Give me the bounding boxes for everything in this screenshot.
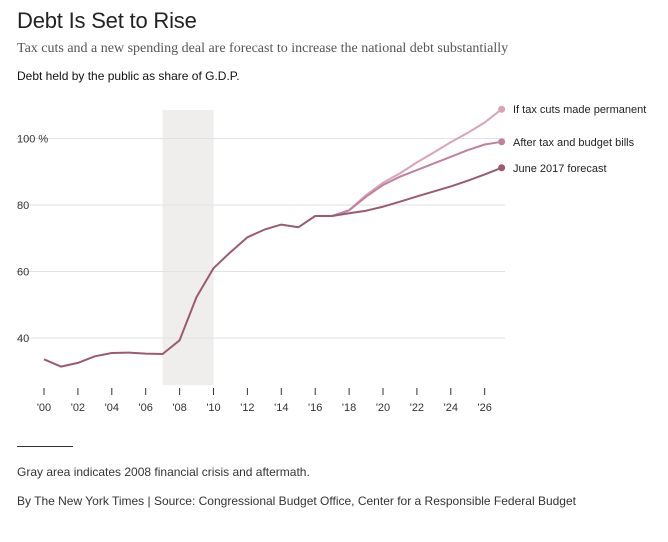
x-tick-label: '16 (308, 402, 322, 414)
x-tick-label: '26 (478, 402, 492, 414)
chart-subtitle: Tax cuts and a new spending deal are for… (17, 41, 509, 56)
series-end-point (498, 164, 506, 172)
debt-line-chart: 40 60 80 100 % '00 '02 '04 '06 '08 '10 '12 '14 '16 '1… (16, 104, 646, 414)
x-tick-label: '08 (172, 402, 186, 414)
x-tick-label: '12 (240, 402, 254, 414)
history-line (43, 215, 333, 368)
footnote: Gray area indicates 2008 financial crisi… (17, 465, 310, 479)
chart-title: Debt Is Set to Rise (17, 8, 197, 33)
x-tick-label: '24 (444, 402, 458, 414)
y-tick-label: 60 (17, 267, 29, 279)
series-end-label: If tax cuts made permanent (513, 104, 646, 116)
x-tick-label: '20 (376, 402, 390, 414)
x-tick-label: '00 (37, 402, 51, 414)
y-tick-label: 100 % (17, 134, 48, 146)
chart-description-label: Debt held by the public as share of G.D.… (17, 69, 240, 83)
series-end-label: After tax and budget bills (513, 137, 635, 149)
x-tick-label: '02 (71, 402, 85, 414)
series-end-label: June 2017 forecast (513, 163, 607, 175)
x-tick-label: '22 (410, 402, 424, 414)
crisis-shaded-region (162, 110, 214, 385)
y-tick-label: 40 (17, 333, 29, 345)
source-credit: By The New York Times | Source: Congress… (17, 494, 576, 508)
x-tick-label: '06 (139, 402, 153, 414)
series-line (331, 108, 503, 217)
series-line (331, 140, 502, 217)
series-end-point (498, 105, 506, 113)
x-tick-label: '04 (105, 402, 119, 414)
x-tick-label: '10 (206, 402, 220, 414)
footer-divider (17, 446, 73, 447)
y-tick-label: 80 (17, 200, 29, 212)
series-line (331, 166, 502, 217)
x-tick-label: '14 (274, 402, 288, 414)
series-end-point (498, 138, 506, 146)
x-tick-label: '18 (342, 402, 356, 414)
